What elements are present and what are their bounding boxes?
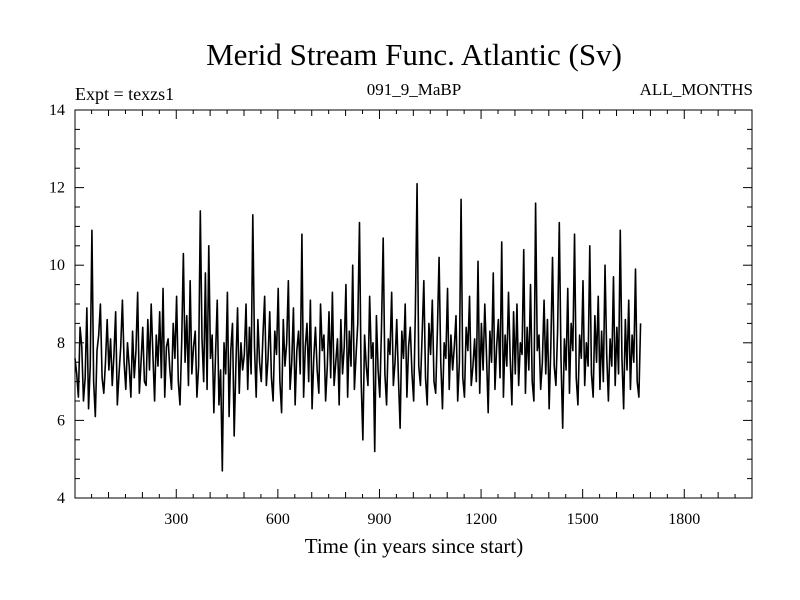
x-tick-label: 1200: [465, 511, 497, 528]
period-label: 091_9_MaBP: [367, 80, 461, 99]
y-tick-labels: 4 6 8 10 12 14: [49, 102, 65, 507]
series-line: [74, 182, 642, 472]
x-tick-label: 300: [164, 511, 188, 528]
experiment-label: Expt = texzs1: [75, 84, 174, 104]
y-tick-label: 4: [57, 490, 65, 507]
x-tick-label: 900: [367, 511, 391, 528]
x-tick-label: 1500: [567, 511, 599, 528]
x-axis-label: Time (in years since start): [305, 534, 524, 558]
x-tick-labels: 300 600 900 1200 1500 1800: [164, 511, 700, 528]
y-tick-label: 6: [57, 412, 65, 429]
y-tick-label: 12: [49, 180, 65, 197]
chart-title: Merid Stream Func. Atlantic (Sv): [206, 37, 622, 72]
y-tick-label: 10: [49, 257, 65, 274]
y-tick-label: 8: [57, 335, 65, 352]
axis-ticks: [75, 110, 752, 498]
x-tick-label: 1800: [668, 511, 700, 528]
y-tick-label: 14: [49, 102, 65, 119]
months-label: ALL_MONTHS: [640, 80, 753, 99]
x-tick-label: 600: [266, 511, 290, 528]
